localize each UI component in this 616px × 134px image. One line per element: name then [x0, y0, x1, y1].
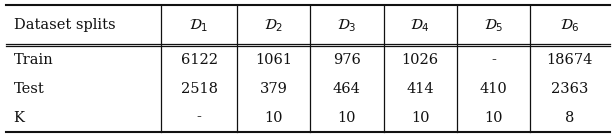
- Text: 10: 10: [338, 111, 356, 125]
- Text: 379: 379: [260, 82, 288, 96]
- Text: K: K: [14, 111, 25, 125]
- Text: Train: Train: [14, 53, 54, 67]
- Text: 8: 8: [565, 111, 575, 125]
- Text: 2363: 2363: [551, 82, 589, 96]
- Text: $\mathcal{D}_2$: $\mathcal{D}_2$: [264, 17, 283, 34]
- Text: 1061: 1061: [255, 53, 292, 67]
- Text: 414: 414: [407, 82, 434, 96]
- Text: 10: 10: [411, 111, 429, 125]
- Text: 2518: 2518: [180, 82, 217, 96]
- Text: 410: 410: [479, 82, 507, 96]
- Text: 10: 10: [484, 111, 503, 125]
- Text: $\mathcal{D}_4$: $\mathcal{D}_4$: [410, 17, 430, 34]
- Text: 6122: 6122: [180, 53, 217, 67]
- Text: 976: 976: [333, 53, 361, 67]
- Text: -: -: [197, 111, 201, 125]
- Text: Dataset splits: Dataset splits: [14, 18, 115, 32]
- Text: 1026: 1026: [402, 53, 439, 67]
- Text: 10: 10: [264, 111, 283, 125]
- Text: 18674: 18674: [547, 53, 593, 67]
- Text: Test: Test: [14, 82, 44, 96]
- Text: $\mathcal{D}_5$: $\mathcal{D}_5$: [484, 17, 503, 34]
- Text: 464: 464: [333, 82, 361, 96]
- Text: $\mathcal{D}_6$: $\mathcal{D}_6$: [560, 17, 580, 34]
- Text: -: -: [491, 53, 496, 67]
- Text: $\mathcal{D}_3$: $\mathcal{D}_3$: [337, 17, 357, 34]
- Text: $\mathcal{D}_1$: $\mathcal{D}_1$: [190, 17, 209, 34]
